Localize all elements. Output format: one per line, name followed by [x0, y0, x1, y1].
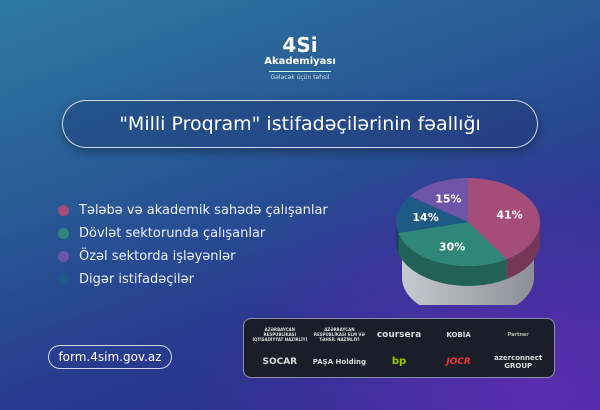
legend-item: Digər istifadəçilər	[58, 268, 328, 291]
legend-swatch	[58, 228, 69, 239]
legend-swatch	[58, 251, 69, 262]
partner-logo: PAŞA Holding	[312, 357, 367, 366]
partner-logo: Partner	[507, 331, 529, 338]
legend-item: Dövlət sektorunda çalışanlar	[58, 222, 328, 245]
pie-label: 15%	[435, 192, 461, 205]
pie-slice	[468, 178, 540, 260]
pie-label: 14%	[412, 211, 438, 224]
legend-item: Tələbə və akademik sahədə çalışanlar	[58, 199, 328, 222]
legend-label: Tələbə və akademik sahədə çalışanlar	[79, 203, 328, 218]
pie-slice	[398, 222, 507, 266]
legend-swatch	[58, 274, 69, 285]
pie-slice-side	[506, 222, 540, 280]
partner-logo: azerconnect GROUP	[494, 353, 543, 370]
pie-label: 30%	[439, 241, 465, 254]
divider	[269, 71, 331, 72]
pie-label: 41%	[496, 209, 522, 222]
partner-logo: AZƏRBAYCAN RESPUBLİKASI İQTİSADİYYAT NAZ…	[252, 327, 308, 342]
partner-logo: JOCR	[446, 356, 471, 367]
legend-label: Dövlət sektorunda çalışanlar	[79, 226, 266, 241]
page-title: "Milli Proqram" istifadəçilərinin fəallı…	[62, 100, 538, 148]
legend-swatch	[58, 205, 69, 216]
logo-line: Akademiyası	[264, 56, 336, 67]
partners-panel: AZƏRBAYCAN RESPUBLİKASI İQTİSADİYYAT NAZ…	[243, 318, 555, 378]
partner-logo: coursera	[376, 329, 422, 340]
partner-logo: bp	[391, 356, 407, 367]
legend-item: Özəl sektorda işləyənlər	[58, 245, 328, 268]
partner-logo: SOCAR	[262, 356, 298, 367]
pie-slice-side	[398, 232, 507, 286]
legend-label: Özəl sektorda işləyənlər	[79, 249, 236, 264]
logo-name: 4Si	[282, 33, 318, 57]
logo: 4Si Akademiyası Gələcək üçün təhsil	[0, 34, 600, 81]
logo-tagline: Gələcək üçün təhsil	[270, 74, 330, 81]
pie-slice	[409, 178, 468, 222]
website-link[interactable]: form.4sim.gov.az	[48, 345, 172, 369]
legend: Tələbə və akademik sahədə çalışanlar Döv…	[58, 199, 328, 291]
legend-label: Digər istifadəçilər	[79, 272, 194, 287]
pie-chart: 41% 30% 14% 15%	[396, 178, 540, 305]
partner-logo: KOBİA	[446, 330, 471, 339]
pie-slice-side	[396, 222, 399, 253]
pie-slice	[396, 196, 468, 233]
partner-logo: AZƏRBAYCAN RESPUBLİKASI ELM VƏ TƏHSİL NA…	[313, 327, 365, 342]
